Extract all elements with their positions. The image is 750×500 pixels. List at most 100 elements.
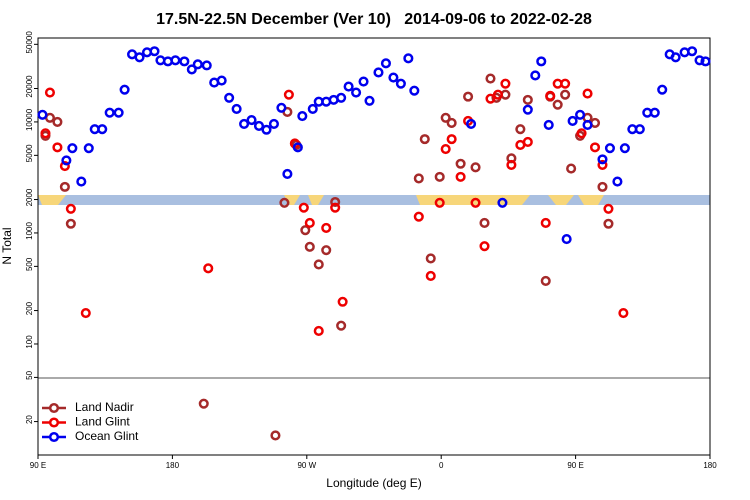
data-point <box>434 197 445 208</box>
strip-land <box>578 195 604 205</box>
data-point <box>463 91 474 102</box>
data-point <box>618 307 629 319</box>
y-tick-label: 10000 <box>25 108 34 131</box>
data-point <box>170 55 181 66</box>
data-point <box>446 117 457 128</box>
data-point <box>561 234 572 245</box>
data-point <box>97 124 108 135</box>
data-point <box>59 181 70 192</box>
data-point <box>440 143 451 155</box>
data-point <box>313 259 324 270</box>
data-point <box>231 103 242 114</box>
data-point <box>395 78 406 89</box>
data-point <box>388 72 399 83</box>
data-point <box>330 202 341 213</box>
data-point <box>282 168 293 179</box>
data-point <box>612 176 623 187</box>
data-point <box>522 94 533 105</box>
data-point <box>380 58 391 69</box>
data-point <box>65 218 76 229</box>
data-point <box>560 89 571 100</box>
data-point <box>52 116 63 127</box>
y-tick-label: 1000 <box>25 221 34 239</box>
data-point <box>321 222 332 233</box>
data-point <box>425 270 436 281</box>
data-point <box>351 87 362 98</box>
data-point <box>52 142 63 153</box>
data-point <box>522 136 533 148</box>
data-point <box>37 109 48 120</box>
data-point <box>540 275 551 286</box>
strip-land <box>548 195 574 205</box>
data-point <box>634 124 645 135</box>
data-point <box>530 70 541 81</box>
data-point <box>276 102 287 113</box>
data-point <box>336 320 347 331</box>
data-point <box>224 92 235 103</box>
data-point <box>434 171 445 182</box>
data-point <box>470 197 481 208</box>
y-tick-label: 2000 <box>25 188 34 206</box>
data-point <box>192 59 203 70</box>
data-point <box>364 95 375 106</box>
data-point <box>40 128 51 139</box>
data-point <box>149 46 160 57</box>
data-point <box>506 159 517 170</box>
data-point <box>649 107 660 118</box>
data-point <box>179 56 190 67</box>
legend-label: Land Nadir <box>75 400 134 414</box>
data-point <box>279 197 290 208</box>
data-point <box>540 217 551 229</box>
x-tick-label: 180 <box>703 461 717 470</box>
legend-marker <box>48 402 60 414</box>
data-point <box>576 128 587 139</box>
data-point <box>687 46 698 57</box>
plot-frame <box>37 37 711 456</box>
data-point <box>203 263 214 274</box>
legend-label: Ocean Glint <box>75 429 139 443</box>
data-point <box>597 154 608 165</box>
data-point <box>603 218 614 229</box>
data-point <box>589 142 601 153</box>
data-point <box>604 143 615 154</box>
data-point <box>61 155 72 166</box>
data-point <box>216 75 227 86</box>
data-point <box>321 245 332 256</box>
data-point <box>67 143 78 154</box>
data-point <box>403 53 414 64</box>
data-point <box>619 143 630 154</box>
data-point <box>80 307 91 319</box>
data-point <box>413 211 424 222</box>
x-tick-label: 90 E <box>567 461 583 470</box>
data-point <box>566 163 577 174</box>
data-point <box>597 159 608 170</box>
data-point <box>543 119 554 130</box>
data-point <box>536 56 547 67</box>
data-point <box>582 88 593 99</box>
data-point <box>479 241 490 252</box>
data-point <box>455 158 466 169</box>
data-point <box>409 85 420 96</box>
data-point <box>446 134 457 145</box>
data-point <box>560 78 571 89</box>
data-point <box>65 203 76 214</box>
data-point <box>113 107 124 118</box>
data-point <box>597 181 608 192</box>
legend-label: Land Glint <box>75 415 130 429</box>
data-point <box>304 241 315 252</box>
data-point <box>119 84 130 95</box>
data-point <box>425 253 436 264</box>
y-tick-label: 20000 <box>25 75 34 98</box>
data-point <box>567 115 578 127</box>
chart-title: 17.5N-22.5N December (Ver 10) 2014-09-06… <box>156 11 592 28</box>
data-point <box>497 197 508 208</box>
data-point <box>373 67 384 78</box>
y-tick-label: 500 <box>25 257 34 271</box>
y-tick-label: 20 <box>25 415 34 424</box>
data-point <box>261 124 272 135</box>
data-point <box>268 118 279 129</box>
data-point <box>330 196 341 208</box>
legend-marker <box>48 431 60 443</box>
